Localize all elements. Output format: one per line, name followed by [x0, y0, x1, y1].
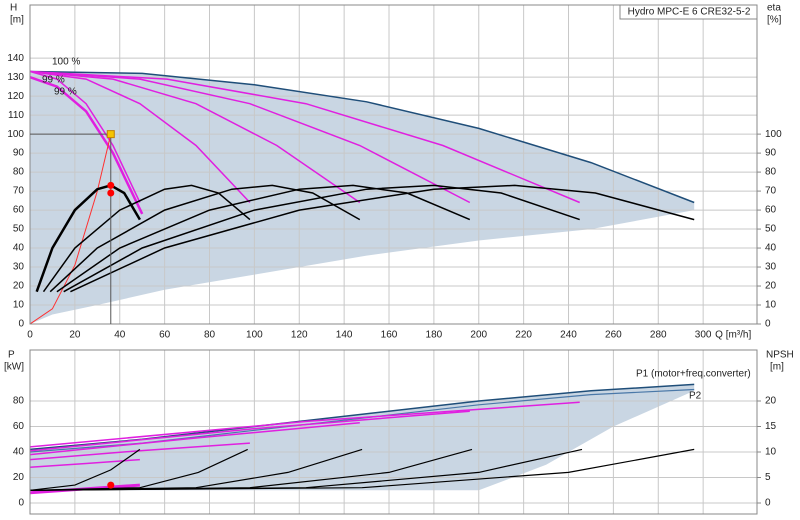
curve: [70, 184, 695, 293]
y-tick-label: 80: [13, 167, 25, 178]
x-tick-label: 40: [114, 330, 126, 341]
y-axis-label: [kW]: [4, 362, 24, 373]
curve: [49, 184, 361, 293]
y-tick-label: 90: [13, 148, 25, 159]
x-tick-label: 0: [27, 330, 33, 341]
x-tick-label: 100: [246, 330, 263, 341]
y2-tick-label: 60: [765, 205, 777, 216]
x-tick-label: 220: [515, 330, 532, 341]
curve: [30, 401, 580, 448]
title-box: [619, 4, 758, 20]
x-tick-label: 180: [426, 330, 443, 341]
y2-axis-label: NPSH: [766, 350, 794, 361]
curve: [30, 133, 112, 324]
curve: [30, 70, 471, 204]
y2-tick-label: 0: [765, 498, 771, 509]
chart-title: Hydro MPC-E 6 CRE32-5-2: [628, 7, 751, 18]
operating-area: [30, 384, 695, 491]
y2-tick-label: 40: [765, 243, 777, 254]
x-tick-label: 260: [605, 330, 622, 341]
curve: [35, 184, 141, 293]
y-tick-label: 130: [7, 72, 24, 83]
y-tick-label: 50: [13, 224, 25, 235]
y2-tick-label: 15: [765, 421, 777, 432]
y-tick-label: 40: [13, 243, 25, 254]
y-tick-label: 20: [13, 281, 25, 292]
x-tick-label: 60: [159, 330, 171, 341]
curve: [30, 70, 141, 203]
x-tick-label: 280: [650, 330, 667, 341]
x-tick-label: 240: [560, 330, 577, 341]
x-tick-label: 200: [470, 330, 487, 341]
curve: [30, 421, 360, 456]
y-tick-label: 140: [7, 53, 24, 64]
y-axis-label: [m]: [10, 15, 24, 26]
curve: [30, 448, 695, 491]
annotation: 99 %: [42, 75, 65, 86]
plot: 0 10 20 30 40 50 60 70 80 90 100 110 120 130 140 0 10 20 3…: [7, 3, 782, 341]
y-tick-label: 80: [13, 396, 25, 407]
y-tick-label: 60: [13, 421, 25, 432]
y2-tick-label: 20: [765, 281, 777, 292]
y-tick-label: 0: [18, 319, 24, 330]
y2-axis-label: [%]: [767, 15, 782, 26]
curve: [30, 70, 251, 204]
x-tick-label: 20: [69, 330, 81, 341]
curve: [63, 184, 580, 293]
y2-tick-label: 5: [765, 472, 771, 483]
curve: [30, 70, 695, 204]
y-tick-label: 30: [13, 262, 25, 273]
duty-point: [106, 130, 115, 139]
y-tick-label: 120: [7, 91, 24, 102]
y-tick-label: 20: [13, 472, 25, 483]
x-tick-label: 300: [695, 330, 712, 341]
y-tick-label: 60: [13, 205, 25, 216]
y2-tick-label: 10: [765, 300, 777, 311]
duty-point: [107, 189, 115, 197]
operating-area: [30, 71, 695, 324]
curve: [30, 458, 140, 469]
y-tick-label: 110: [8, 110, 24, 121]
x-tick-label: 160: [381, 330, 398, 341]
y-axis-label: H: [10, 3, 17, 14]
plot: 0 20 40 60 80 0 5 10 15 20 P[kW] NPSH[m] P1 (motor+f…: [4, 349, 794, 515]
y-tick-label: 10: [13, 300, 25, 311]
curve: [30, 70, 361, 204]
duty-point: [107, 481, 115, 489]
y2-tick-label: 0: [765, 319, 771, 330]
annotation: P2: [689, 391, 702, 402]
y-tick-label: 100: [7, 129, 24, 140]
curve: [30, 70, 580, 204]
curve: [30, 442, 250, 461]
y2-tick-label: 80: [765, 167, 777, 178]
y-tick-label: 0: [18, 498, 24, 509]
y2-tick-label: 20: [765, 396, 777, 407]
y2-tick-label: 70: [765, 186, 777, 197]
plot-frame: [29, 4, 758, 325]
x-axis-label: Q [m³/h]: [715, 330, 751, 341]
y-tick-label: 70: [13, 186, 25, 197]
y2-tick-label: 50: [765, 224, 777, 235]
y2-tick-label: 90: [765, 148, 777, 159]
duty-point: [107, 181, 115, 189]
y2-axis-label: [m]: [770, 362, 784, 373]
curve: [30, 410, 470, 452]
y2-axis-label: eta: [767, 3, 781, 14]
plot-frame: [29, 349, 758, 515]
x-tick-label: 80: [204, 330, 216, 341]
curve: [30, 76, 144, 215]
y-tick-label: 40: [13, 447, 25, 458]
annotation: P1 (motor+freq.converter): [636, 369, 751, 380]
y-axis-label: P: [8, 350, 15, 361]
y2-tick-label: 100: [765, 129, 782, 140]
annotation: 99 %: [54, 87, 77, 98]
x-tick-label: 120: [291, 330, 308, 341]
y2-tick-label: 30: [765, 262, 777, 273]
annotation: 100 %: [52, 57, 80, 68]
y2-tick-label: 10: [765, 447, 777, 458]
x-tick-label: 140: [336, 330, 353, 341]
curve: [30, 448, 141, 491]
